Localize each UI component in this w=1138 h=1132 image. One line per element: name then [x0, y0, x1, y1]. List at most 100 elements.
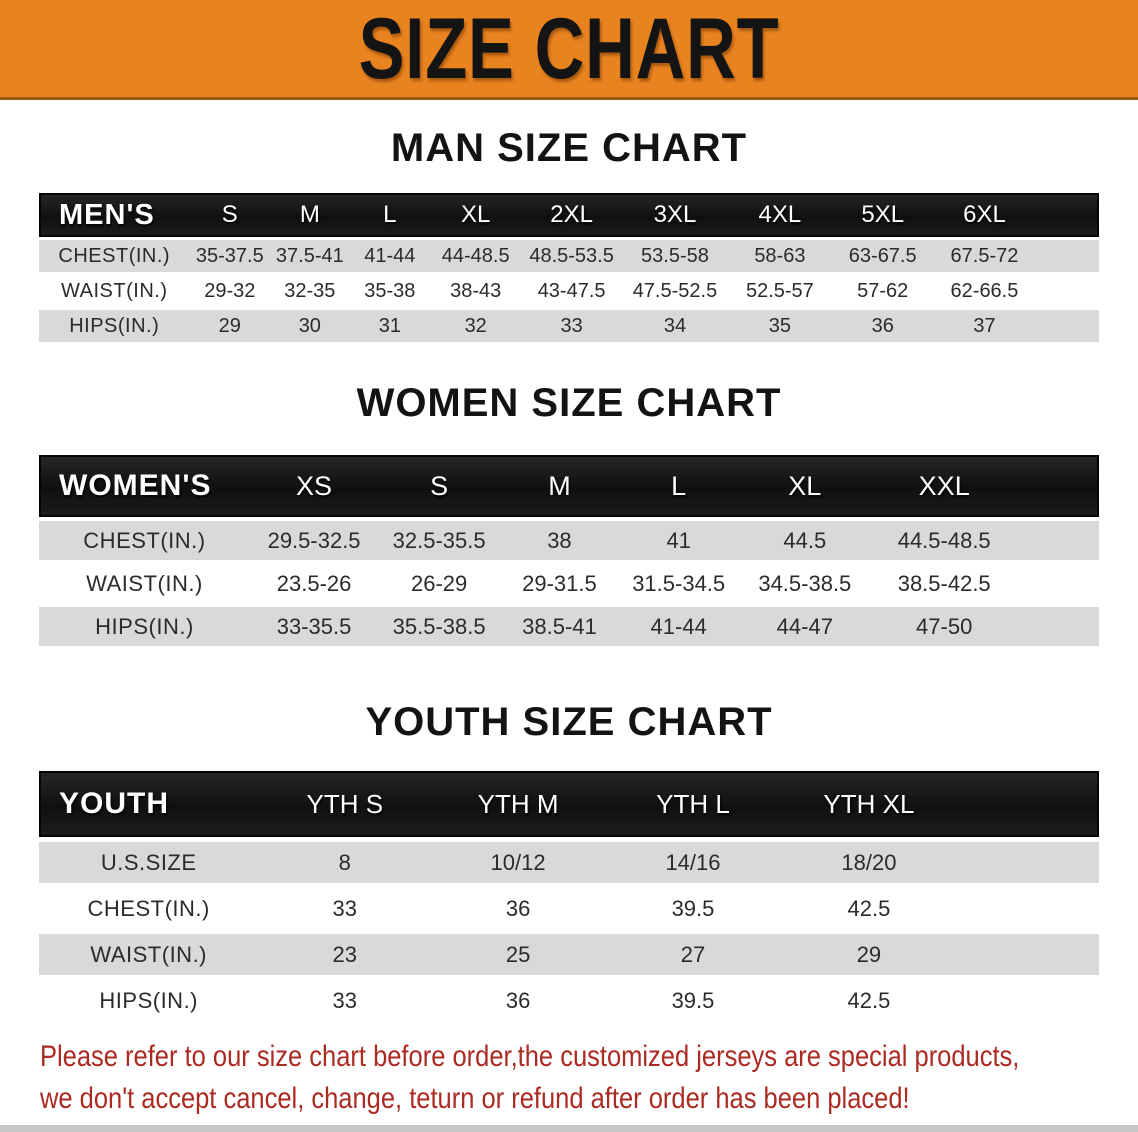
spacer-cell — [1017, 455, 1099, 517]
row-label: CHEST(IN.) — [87, 895, 210, 921]
cell: 23.5-26 — [276, 570, 352, 596]
cell: 26-29 — [410, 570, 468, 596]
page-title: SIZE CHART — [358, 0, 780, 97]
cell: 48.5-53.5 — [529, 244, 614, 267]
row-label: HIPS(IN.) — [95, 613, 194, 639]
cell: 8 — [338, 849, 351, 875]
cell: 47-50 — [916, 613, 973, 639]
cell: 10/12 — [490, 849, 546, 875]
cell: 47.5-52.5 — [632, 279, 718, 302]
cell: 25 — [505, 941, 531, 967]
cell: 33 — [332, 987, 358, 1013]
cell: 33-35.5 — [276, 613, 352, 639]
women-col-xxl: XXL — [871, 455, 1018, 517]
row-label: U.S.SIZE — [100, 849, 197, 875]
spacer-cell — [1035, 193, 1099, 237]
cell: 35-37.5 — [195, 244, 264, 267]
cell: 29-32 — [204, 279, 256, 302]
cell: 35 — [768, 314, 792, 337]
cell: 39.5 — [671, 987, 715, 1013]
spacer-cell — [957, 980, 1099, 1021]
cell: 44-48.5 — [441, 244, 510, 267]
women-waist-row: WAIST(IN.) 23.5-26 26-29 29-31.5 31.5-34… — [39, 564, 1099, 603]
men-section-title: MAN SIZE CHART — [390, 126, 748, 170]
cell: 41-44 — [364, 244, 416, 267]
youth-size-table: YOUTH YTH S YTH M YTH L YTH XL U.S.SIZE … — [39, 766, 1099, 1026]
cell: 23 — [332, 941, 358, 967]
youth-group-label: YOUTH — [39, 771, 259, 837]
row-label: WAIST(IN.) — [61, 279, 168, 302]
cell: 29-31.5 — [522, 570, 597, 596]
cell: 39.5 — [671, 895, 715, 921]
youth-chest-row: CHEST(IN.) 33 36 39.5 42.5 — [39, 888, 1099, 929]
row-label: HIPS(IN.) — [99, 987, 199, 1013]
cell: 53.5-58 — [641, 244, 709, 267]
men-col-6xl: 6XL — [933, 193, 1036, 237]
men-col-xl: XL — [430, 193, 522, 237]
cell: 29 — [856, 941, 882, 967]
disclaimer-line-1: Please refer to our size chart before or… — [40, 1040, 1020, 1073]
spacer-cell — [1035, 275, 1099, 307]
cell: 44-47 — [776, 613, 833, 639]
men-size-table: MEN'S S M L XL 2XL 3XL 4XL 5XL 6XL CHEST… — [39, 190, 1099, 345]
women-section-title: WOMEN SIZE CHART — [356, 381, 782, 425]
spacer-cell — [1017, 521, 1099, 560]
cell: 32 — [464, 314, 487, 337]
cell: 41 — [666, 527, 691, 553]
cell: 18/20 — [841, 849, 897, 875]
cell: 36 — [505, 895, 531, 921]
cell: 37 — [973, 314, 996, 337]
spacer-cell — [1017, 607, 1099, 646]
cell: 43-47.5 — [537, 279, 606, 302]
cell: 38-43 — [450, 279, 502, 302]
women-col-s: S — [378, 455, 501, 517]
cell: 58-63 — [754, 244, 806, 267]
youth-ussize-row: U.S.SIZE 8 10/12 14/16 18/20 — [39, 842, 1099, 883]
cell: 31.5-34.5 — [632, 570, 726, 596]
size-chart-banner: SIZE CHART — [0, 0, 1138, 100]
men-col-2xl: 2XL — [521, 193, 622, 237]
youth-col-l: YTH L — [605, 771, 781, 837]
men-col-m: M — [270, 193, 350, 237]
cell: 14/16 — [665, 849, 721, 875]
disclaimer-line-2: we don't accept cancel, change, teturn o… — [40, 1082, 910, 1115]
men-group-label: MEN'S — [39, 193, 190, 237]
cell: 35.5-38.5 — [392, 613, 486, 639]
cell: 42.5 — [847, 987, 891, 1013]
cell: 38.5-42.5 — [897, 570, 991, 596]
men-col-l: L — [349, 193, 431, 237]
women-col-l: L — [618, 455, 739, 517]
youth-col-s: YTH S — [258, 771, 432, 837]
disclaimer-note: Please refer to our size chart before or… — [40, 1036, 1138, 1120]
cell: 37.5-41 — [275, 244, 344, 267]
women-col-xs: XS — [249, 455, 379, 517]
row-label: WAIST(IN.) — [86, 570, 203, 596]
cell: 44.5-48.5 — [897, 527, 991, 553]
women-col-xl: XL — [738, 455, 872, 517]
men-col-s: S — [189, 193, 271, 237]
spacer-cell — [1035, 310, 1099, 342]
cell: 32.5-35.5 — [392, 527, 486, 553]
spacer-cell — [957, 842, 1099, 883]
cell: 57-62 — [857, 279, 909, 302]
youth-col-xl: YTH XL — [780, 771, 957, 837]
men-hips-row: HIPS(IN.) 29 30 31 32 33 34 35 36 37 — [39, 310, 1099, 342]
cell: 38.5-41 — [522, 613, 597, 639]
cell: 33 — [332, 895, 358, 921]
youth-waist-row: WAIST(IN.) 23 25 27 29 — [39, 934, 1099, 975]
cell: 42.5 — [847, 895, 891, 921]
row-label: HIPS(IN.) — [69, 314, 160, 337]
men-col-5xl: 5XL — [831, 193, 934, 237]
cell: 33 — [560, 314, 583, 337]
bottom-edge-strip — [0, 1125, 1138, 1132]
cell: 44.5 — [783, 527, 827, 553]
men-col-3xl: 3XL — [621, 193, 728, 237]
cell: 31 — [378, 314, 401, 337]
cell: 41-44 — [650, 613, 707, 639]
cell: 62-66.5 — [950, 279, 1019, 302]
cell: 34.5-38.5 — [758, 570, 852, 596]
spacer-cell — [1017, 564, 1099, 603]
women-size-table: WOMEN'S XS S M L XL XXL CHEST(IN.) 29.5-… — [39, 451, 1099, 650]
women-chest-row: CHEST(IN.) 29.5-32.5 32.5-35.5 38 41 44.… — [39, 521, 1099, 560]
cell: 36 — [871, 314, 894, 337]
